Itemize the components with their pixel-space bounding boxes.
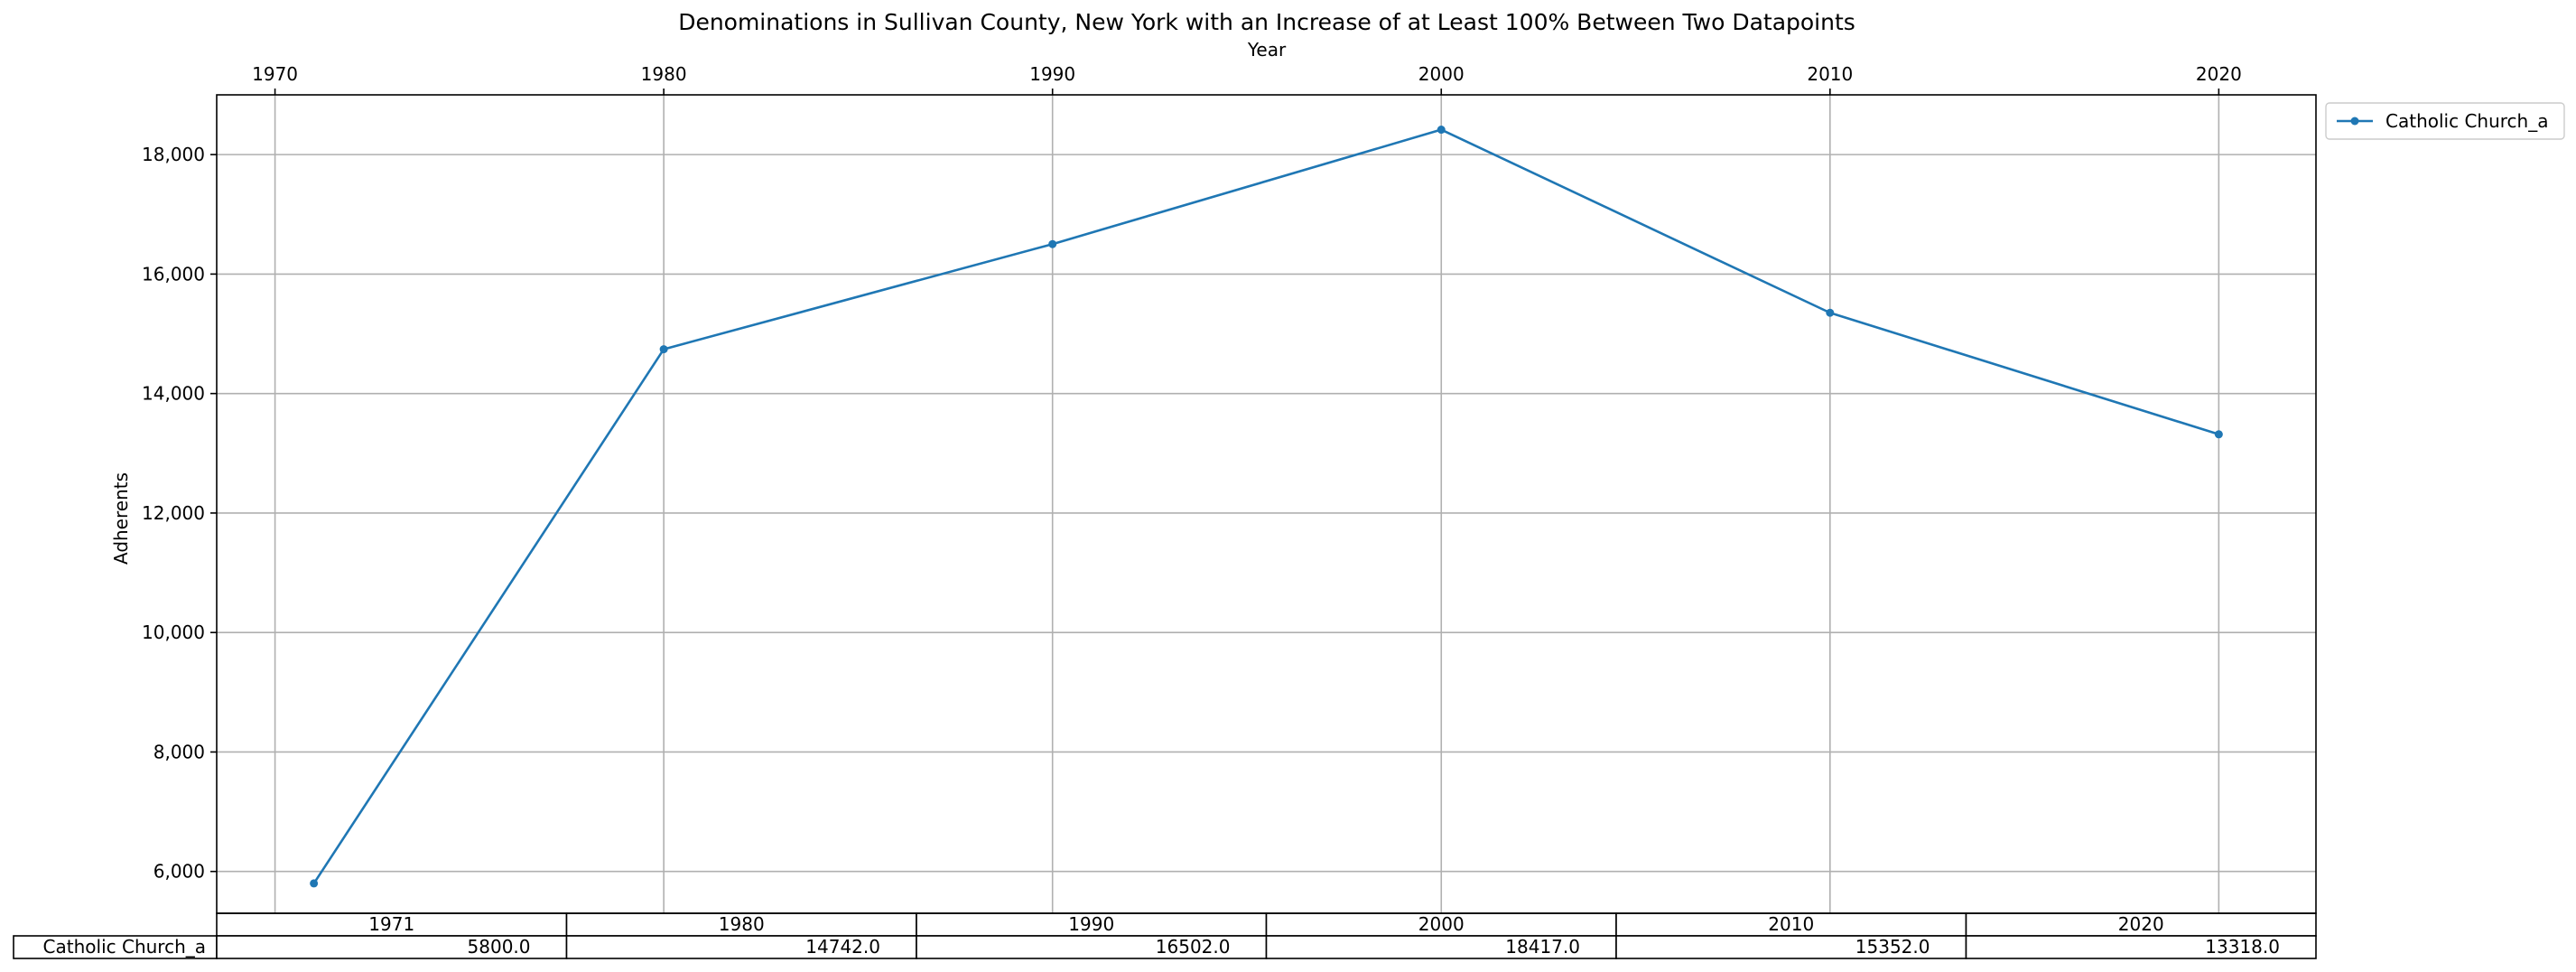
x-tick-label: 1990 bbox=[1029, 63, 1075, 85]
data-table: 1971 1980 1990 2000 2010 2020 Catholic Church_… bbox=[13, 912, 2317, 959]
data-point bbox=[1437, 126, 1446, 135]
data-point bbox=[1826, 308, 1835, 317]
table-row-label: Catholic Church_a bbox=[43, 936, 206, 958]
table-header-label: 2020 bbox=[2118, 913, 2164, 935]
grid-lines bbox=[217, 95, 2316, 913]
y-tick-label: 10,000 bbox=[142, 622, 205, 643]
x-tick-label: 2000 bbox=[1418, 63, 1465, 85]
y-tick-label: 16,000 bbox=[142, 263, 205, 285]
x-tick-label: 2010 bbox=[1807, 63, 1853, 85]
x-tick-label: 1970 bbox=[252, 63, 298, 85]
data-point bbox=[1048, 239, 1057, 248]
table-header-label: 2010 bbox=[1768, 913, 1814, 935]
legend-entry: Catholic Church_a bbox=[2385, 110, 2548, 132]
table-header-label: 2000 bbox=[1418, 913, 1465, 935]
table-cell-value: 15352.0 bbox=[1855, 936, 1930, 958]
series-lines bbox=[310, 126, 2223, 888]
data-point bbox=[310, 879, 319, 888]
x-axis-label: Year bbox=[1247, 39, 1287, 61]
y-tick-label: 14,000 bbox=[142, 383, 205, 405]
table-cell-value: 16502.0 bbox=[1156, 936, 1231, 958]
table-cell-value: 14742.0 bbox=[805, 936, 880, 958]
table-cell-value: 13318.0 bbox=[2205, 936, 2280, 958]
x-tick-label: 2020 bbox=[2196, 63, 2242, 85]
axis-ticks: 1970 1980 1990 2000 2010 2020 6,000 8,000 10,000… bbox=[142, 63, 2242, 883]
table-header-cell bbox=[1965, 912, 2317, 937]
table-header-label: 1990 bbox=[1068, 913, 1114, 935]
table-cell bbox=[1615, 935, 1967, 959]
data-point bbox=[659, 345, 668, 354]
table-header-label: 1971 bbox=[368, 913, 414, 935]
y-tick-label: 12,000 bbox=[142, 502, 205, 524]
table-header-label: 1980 bbox=[719, 913, 765, 935]
legend-box bbox=[2325, 102, 2565, 140]
table-cell-value: 18417.0 bbox=[1505, 936, 1580, 958]
table-header-cell bbox=[1615, 912, 1967, 937]
y-tick-label: 8,000 bbox=[153, 741, 205, 762]
x-tick-label: 1980 bbox=[641, 63, 687, 85]
y-tick-label: 18,000 bbox=[142, 144, 205, 165]
series-line-0 bbox=[312, 128, 2219, 884]
chart-title: Denominations in Sullivan County, New Yo… bbox=[678, 9, 1855, 35]
plot-frame bbox=[216, 94, 2317, 914]
table-cell-value: 5800.0 bbox=[468, 936, 531, 958]
legend: Catholic Church_a bbox=[2325, 102, 2565, 140]
y-axis-label: Adherents bbox=[110, 472, 132, 565]
data-point bbox=[2214, 430, 2223, 439]
table-row-label-cell bbox=[13, 935, 218, 959]
table-cell bbox=[1965, 935, 2317, 959]
legend-marker bbox=[2350, 117, 2359, 126]
y-tick-label: 6,000 bbox=[153, 861, 205, 883]
